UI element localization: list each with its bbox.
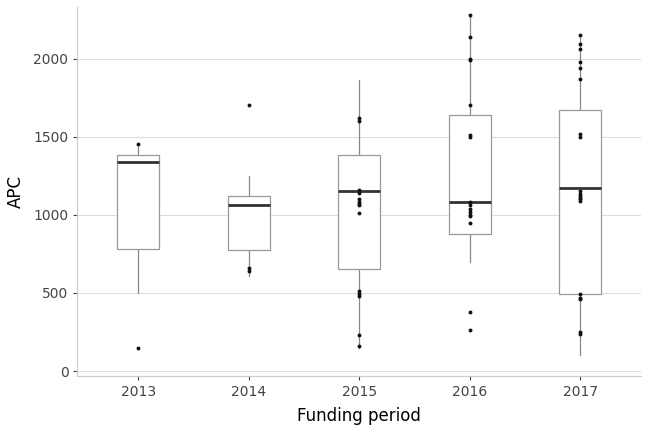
Bar (449, 115, 491, 234)
Bar (559, 110, 601, 295)
Bar (338, 156, 380, 269)
Y-axis label: APC: APC (7, 175, 25, 208)
Bar (227, 196, 270, 250)
X-axis label: Funding period: Funding period (297, 407, 421, 425)
Bar (117, 156, 159, 249)
